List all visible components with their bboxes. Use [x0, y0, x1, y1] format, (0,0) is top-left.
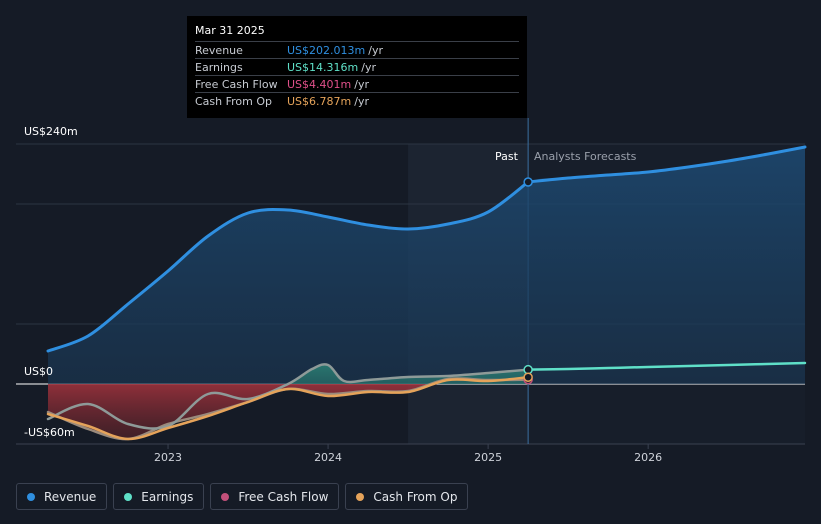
negative-area	[48, 384, 529, 440]
tooltip-date: Mar 31 2025	[195, 24, 265, 37]
tooltip-row-earnings: Earnings US$14.316m/yr	[195, 58, 519, 76]
tooltip-row-value: US$6.787m/yr	[287, 93, 369, 110]
legend-item-earnings[interactable]: Earnings	[113, 483, 205, 510]
legend-item-cash-from-op[interactable]: Cash From Op	[345, 483, 469, 510]
revenue-line-forecast	[526, 145, 807, 184]
tooltip-row-revenue: Revenue US$202.013m/yr	[195, 41, 519, 59]
forecast-label: Analysts Forecasts	[534, 150, 637, 163]
x-tick-label: 2025	[474, 451, 503, 464]
legend-label: Earnings	[141, 489, 194, 504]
revenue-line-past	[46, 180, 530, 353]
tooltip-row-name: Cash From Op	[195, 95, 273, 108]
tooltip-row-free-cash-flow: Free Cash Flow US$4.401m/yr	[195, 75, 519, 93]
free-cash-flow-dot-icon	[221, 492, 230, 501]
tooltip-row-value: US$14.316m/yr	[287, 59, 376, 76]
tooltip-row-name: Free Cash Flow	[195, 78, 278, 91]
tooltip-unit: /yr	[368, 44, 383, 57]
earnings-dot-icon	[124, 492, 133, 501]
tooltip-row-value: US$4.401m/yr	[287, 76, 369, 93]
revenue-area	[48, 147, 805, 384]
tooltip-unit: /yr	[354, 78, 369, 91]
revenue-dot-icon	[27, 492, 35, 501]
tooltip-value-text: US$202.013m	[287, 44, 366, 57]
x-tick-label: 2026	[634, 451, 663, 464]
revenue-point	[523, 177, 533, 187]
legend-item-free-cash-flow[interactable]: Free Cash Flow	[210, 483, 340, 510]
legend-label: Revenue	[44, 489, 97, 504]
tooltip-row-value: US$202.013m/yr	[287, 42, 383, 59]
cash-from-op-line-past	[46, 375, 530, 441]
cash-from-op-point	[523, 372, 533, 382]
past-label: Past	[495, 150, 518, 163]
x-tick-label: 2024	[314, 451, 343, 464]
legend: Revenue Earnings Free Cash Flow Cash Fro…	[16, 483, 469, 510]
tooltip-value-text: US$14.316m	[287, 61, 359, 74]
y-tick-label: US$240m	[24, 125, 78, 138]
tooltip-unit: /yr	[354, 95, 369, 108]
y-tick-label: -US$60m	[24, 426, 75, 439]
tooltip-row-cash-from-op: Cash From Op US$6.787m/yr	[195, 92, 519, 110]
y-tick-label: US$0	[24, 365, 54, 378]
legend-label: Cash From Op	[373, 489, 458, 504]
tooltip-value-text: US$4.401m	[287, 78, 352, 91]
earnings-area	[48, 364, 529, 384]
x-tick-label: 2023	[154, 451, 183, 464]
tooltip-row-name: Revenue	[195, 44, 243, 57]
tooltip-value-text: US$6.787m	[287, 95, 352, 108]
tooltip-unit: /yr	[361, 61, 376, 74]
tooltip: Mar 31 2025 Revenue US$202.013m/yr Earni…	[187, 16, 527, 118]
earnings-line-past	[46, 363, 530, 430]
legend-label: Free Cash Flow	[238, 489, 329, 504]
earnings-line-forecast	[526, 361, 807, 371]
legend-item-revenue[interactable]: Revenue	[16, 483, 108, 510]
cash-from-op-dot-icon	[356, 492, 365, 501]
tooltip-row-name: Earnings	[195, 61, 243, 74]
